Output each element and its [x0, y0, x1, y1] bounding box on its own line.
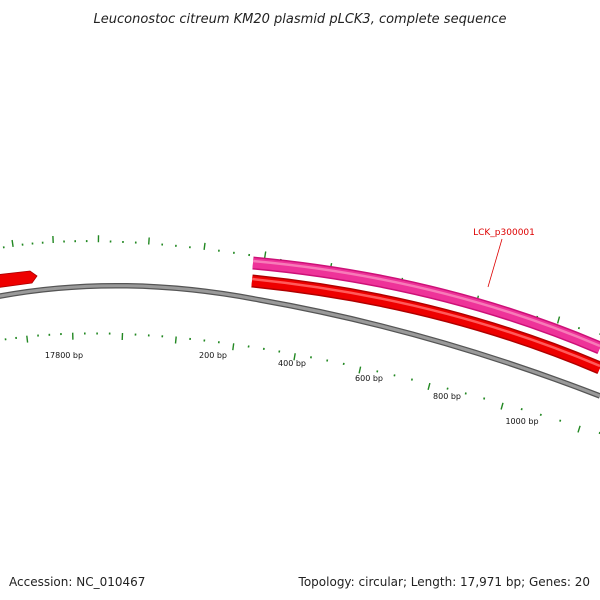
minor-tick [410, 378, 413, 381]
major-tick [11, 239, 14, 248]
major-tick [556, 316, 561, 324]
major-tick [26, 335, 29, 343]
scale-labels: 17800 bp 200 bp 400 bp 600 bp 800 bp 100… [45, 351, 539, 426]
major-tick [148, 237, 150, 245]
major-tick [232, 343, 235, 351]
major-tick [500, 402, 504, 410]
summary-text: Topology: circular; Length: 17,971 bp; G… [298, 575, 590, 589]
scale-label: 800 bp [433, 392, 461, 401]
minor-tick [539, 413, 542, 417]
scale-label: 200 bp [199, 351, 227, 360]
reverse-gene-arrow-left[interactable] [0, 270, 38, 288]
major-tick [577, 425, 581, 433]
major-tick [427, 382, 431, 390]
minor-tick [446, 387, 449, 390]
scale-label: 400 bp [278, 359, 306, 368]
scale-label: 600 bp [355, 374, 383, 383]
gene-callout-label[interactable]: LCK_p300001 [473, 228, 535, 238]
accession-text: Accession: NC_010467 [9, 575, 146, 589]
major-tick [174, 336, 177, 344]
minor-tick [577, 326, 580, 330]
map-title: Leuconostoc citreum KM20 plasmid pLCK3, … [94, 12, 507, 27]
minor-tick [464, 392, 467, 395]
scale-label: 17800 bp [45, 351, 83, 360]
major-tick [203, 242, 206, 250]
major-tick [263, 251, 267, 259]
major-tick [293, 353, 296, 361]
scale-label: 1000 bp [505, 417, 538, 426]
gene-callout-line [487, 238, 503, 288]
major-tick [358, 366, 362, 374]
minor-tick [520, 407, 523, 411]
inner-tick-ring [4, 332, 600, 435]
minor-tick [483, 397, 486, 400]
minor-tick [559, 419, 562, 422]
